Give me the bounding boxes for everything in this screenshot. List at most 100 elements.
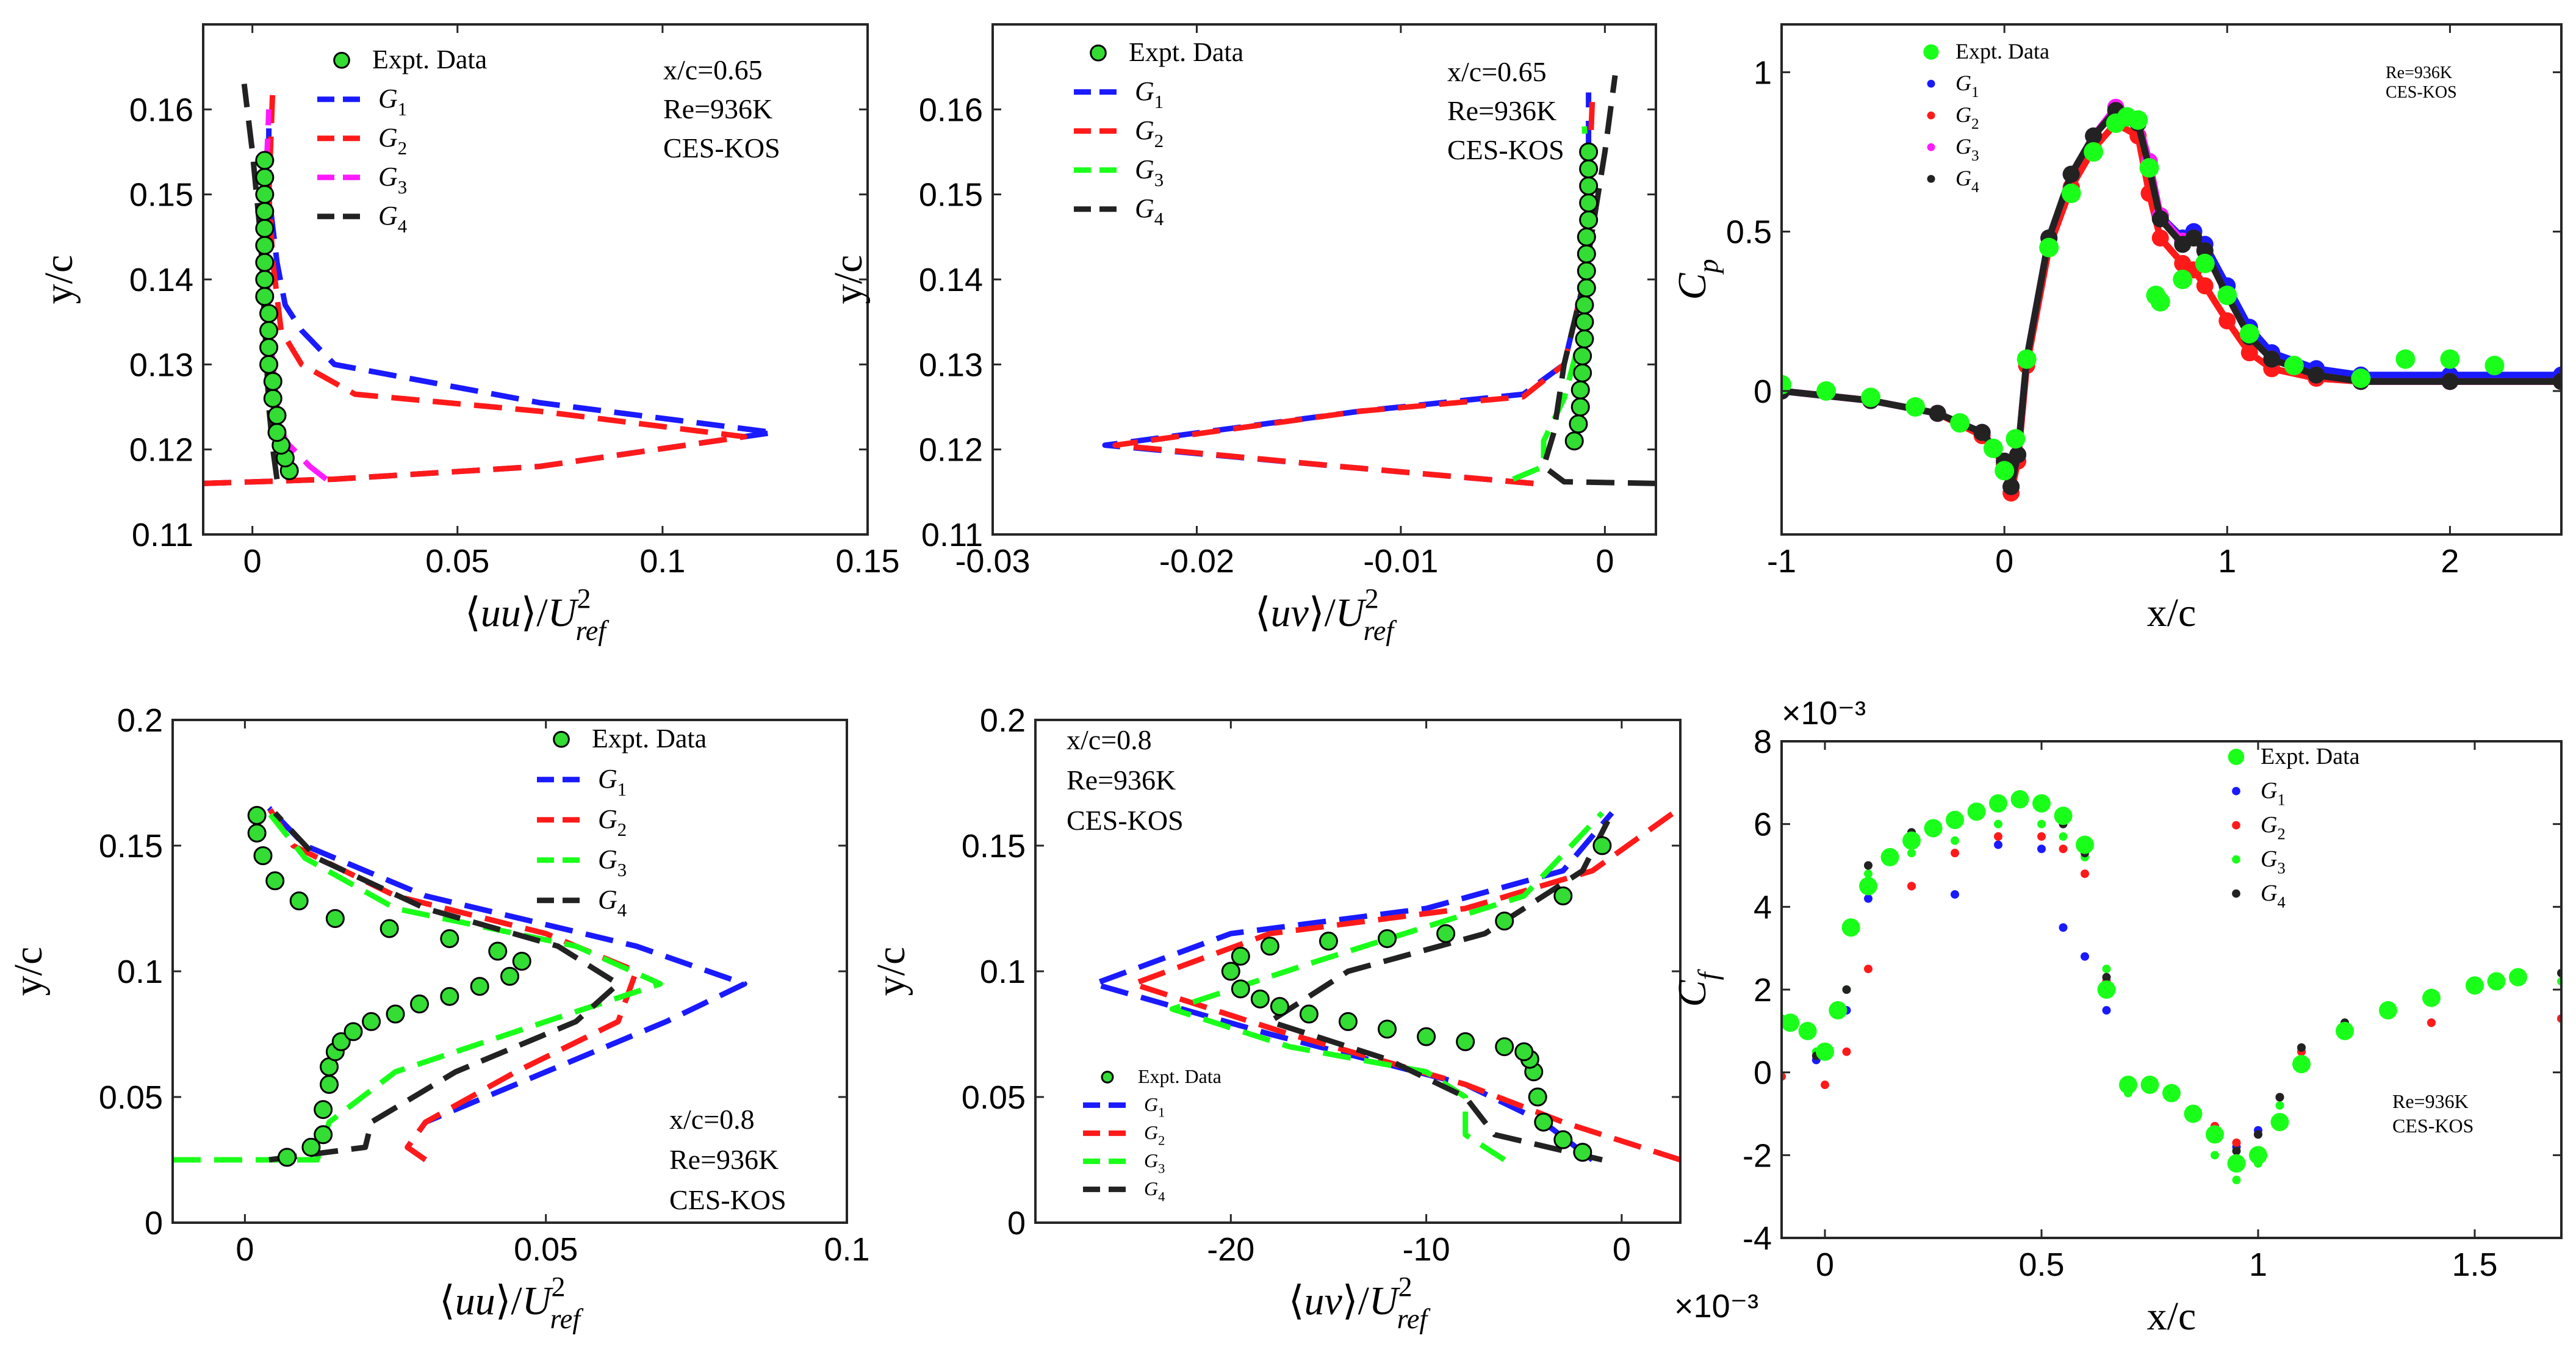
- expt-data-point: [500, 966, 519, 986]
- legend-label: G3: [378, 162, 407, 198]
- expt-data-point: [2206, 1125, 2224, 1144]
- x-axis-label: x/c: [2147, 1294, 2196, 1339]
- expt-data-point: [1575, 295, 1594, 315]
- expt-data-point: [1861, 387, 1881, 408]
- expt-data-point: [1378, 1020, 1397, 1039]
- data-point-G4: [2297, 1043, 2306, 1052]
- data-point-G3: [1864, 869, 1873, 879]
- y-tick-label: 0.14: [919, 262, 983, 298]
- expt-data-point: [1575, 329, 1594, 349]
- y-tick-label: 0.2: [980, 702, 1026, 739]
- legend-symbol-expt: [1101, 1070, 1114, 1084]
- data-point-G2: [2196, 277, 2214, 295]
- expt-data-point: [1417, 1027, 1436, 1046]
- expt-data-point: [470, 977, 489, 996]
- annotation-text: Re=936K: [2392, 1090, 2469, 1112]
- data-point-G3: [2037, 819, 2046, 829]
- x-tick-label: -10: [1403, 1231, 1450, 1268]
- expt-data-point: [1570, 380, 1590, 400]
- expt-data-point: [2270, 1113, 2289, 1132]
- annotation-text: x/c=0.8: [669, 1104, 755, 1135]
- x-tick-label: -20: [1207, 1231, 1254, 1268]
- data-point-G1: [2102, 1005, 2111, 1015]
- expt-data-point: [2422, 988, 2441, 1007]
- x-tick-label: 0.1: [824, 1231, 869, 1268]
- x-tick-label: -0.03: [955, 543, 1030, 580]
- expt-data-point: [1816, 1042, 1834, 1061]
- data-point-G1: [2081, 952, 2089, 961]
- expt-data-point: [1577, 261, 1596, 281]
- expt-data-point: [1456, 1032, 1475, 1051]
- expt-data-point: [1995, 461, 2015, 481]
- legend-label: G4: [598, 885, 627, 921]
- expt-data-point: [2395, 349, 2416, 369]
- expt-data-point: [331, 1032, 351, 1051]
- expt-data-point: [440, 987, 459, 1006]
- expt-data-point: [1299, 1004, 1319, 1024]
- y-tick-label: -2: [1743, 1137, 1772, 1174]
- legend-symbol-G3: [1927, 143, 1935, 151]
- data-point-G4: [1864, 861, 1873, 870]
- y-tick-label: 0.12: [919, 432, 983, 469]
- expt-data-point: [2195, 253, 2215, 273]
- y-tick-label: 0.15: [919, 177, 983, 214]
- y-tick-label: 0.05: [99, 1079, 163, 1116]
- x-tick-label: 0.15: [835, 543, 899, 580]
- legend-label: Expt. Data: [592, 724, 707, 753]
- data-point-G4: [2009, 446, 2027, 464]
- expt-data-point: [255, 253, 275, 272]
- x-tick-label: 0.1: [639, 543, 685, 580]
- y-tick-label: 0.13: [129, 347, 193, 383]
- y-axis-label: y/c: [826, 255, 871, 304]
- expt-data-point: [2217, 286, 2237, 306]
- annotation-text: Re=936K: [1067, 764, 1176, 796]
- expt-data-point: [265, 871, 285, 891]
- annotation-text: x/c=0.8: [1067, 724, 1152, 755]
- data-point-G2: [1864, 965, 1873, 974]
- data-point-G4: [2553, 373, 2561, 390]
- legend-label: G1: [2261, 778, 2286, 808]
- expt-data-point: [2173, 270, 2193, 289]
- annotation-text: Re=936K: [663, 93, 772, 124]
- expt-data-point: [255, 218, 275, 238]
- expt-data-point: [2466, 976, 2484, 995]
- legend-label: Expt. Data: [1955, 39, 2049, 63]
- expt-data-point: [1338, 1012, 1358, 1031]
- expt-data-point: [1841, 918, 1860, 937]
- panel-p5: -20 -10 0 0 0.05 0.1 0.15 0.2 ⟨uv⟩/U2 ref y/c ×10⁻³…: [869, 702, 1758, 1334]
- panel-p1: 0 0.05 0.1 0.15 0.11 0.12 0.13 0.14 0.15 0.16 ⟨uu⟩…: [37, 23, 900, 646]
- data-point-G4: [1842, 985, 1851, 994]
- data-point-G4: [2263, 350, 2281, 368]
- legend-symbol-G2: [2232, 821, 2240, 830]
- expt-data-point: [1260, 937, 1279, 956]
- series-line-G4: [1541, 75, 1656, 486]
- x-tick-label: 0: [1995, 543, 2013, 580]
- legend-symbol-G4: [1927, 174, 1935, 183]
- y-tick-label: 4: [1754, 889, 1772, 926]
- y-tick-label: 0.11: [132, 517, 193, 553]
- expt-data-point: [1880, 847, 1899, 866]
- y-tick-label: -4: [1743, 1220, 1772, 1257]
- expt-data-point: [1577, 227, 1596, 246]
- legend-label: G3: [1135, 154, 1164, 190]
- expt-data-point: [488, 941, 508, 961]
- y-tick-label: 0: [1754, 373, 1772, 410]
- series-line-G3: [173, 811, 663, 1163]
- expt-data-point: [1816, 381, 1837, 401]
- expt-data-point: [2162, 1084, 2181, 1102]
- panel-p2: -0.03 -0.02 -0.01 0 0.11 0.12 0.13 0.14 0.15 0.16…: [826, 23, 1657, 646]
- x-axis-label: ⟨uv⟩/U2 ref: [1255, 583, 1398, 646]
- x-tick-label: -0.01: [1363, 543, 1438, 580]
- x-tick-label: 1.5: [2452, 1246, 2497, 1283]
- legend-symbol-expt: [553, 730, 570, 748]
- expt-data-point: [1983, 438, 2003, 458]
- legend-label: G4: [1135, 193, 1164, 229]
- expt-data-point: [259, 321, 279, 340]
- expt-data-point: [2150, 292, 2170, 312]
- y-tick-label: 0.1: [980, 954, 1026, 990]
